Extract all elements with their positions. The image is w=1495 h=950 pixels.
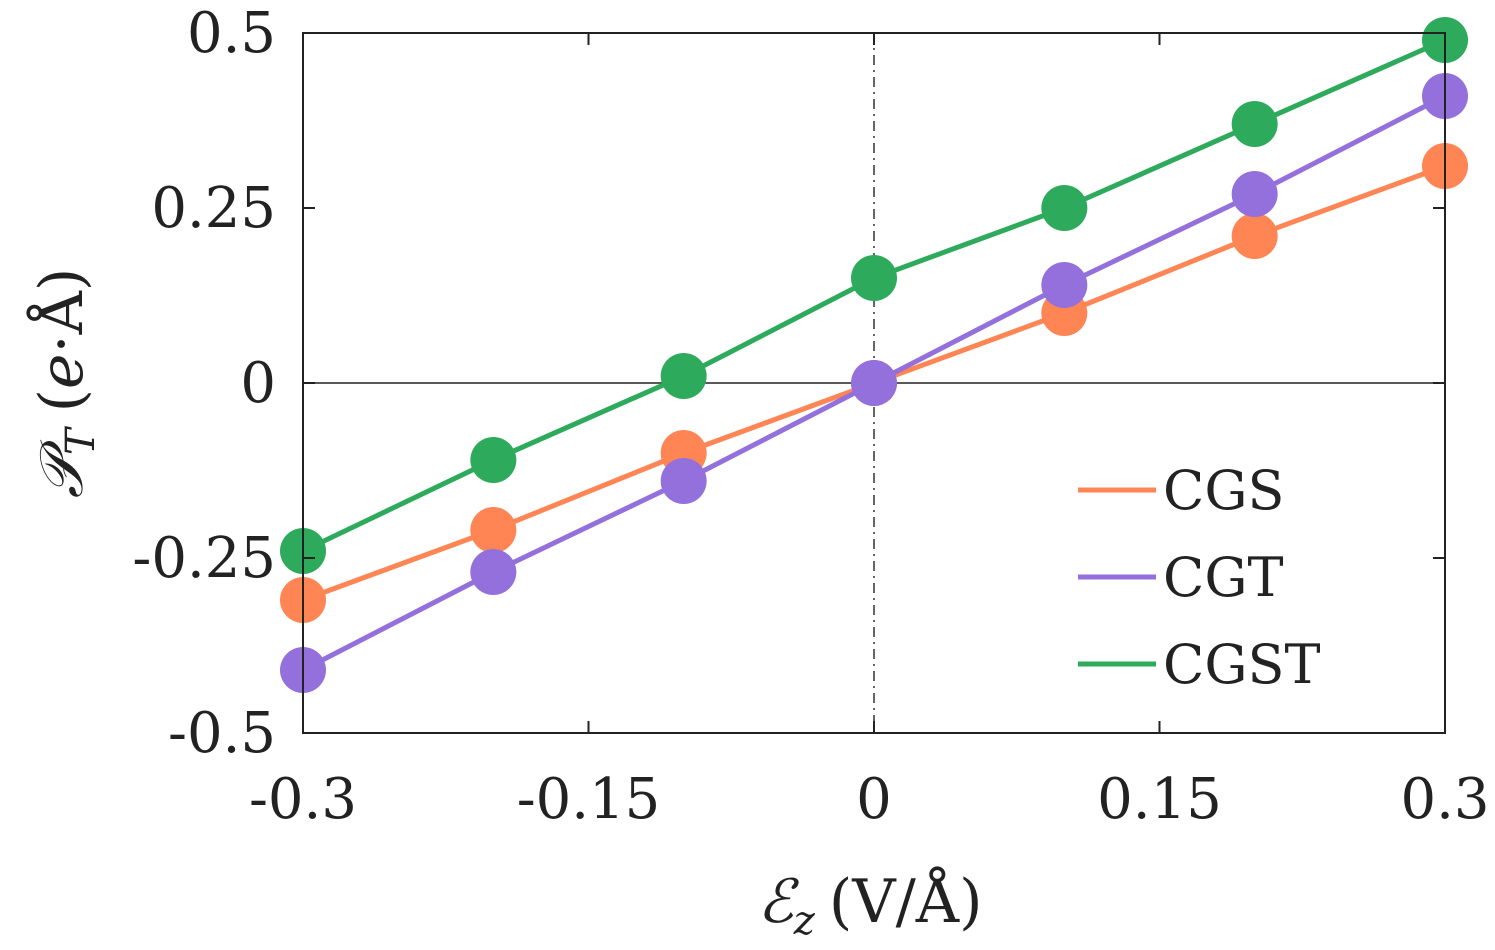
data-point-cgst [660, 353, 707, 399]
y-axis-unit-open: ( [27, 389, 97, 412]
legend: CGS CGT CGST [1078, 459, 1320, 696]
y-axis-subscript: T [58, 425, 104, 455]
x-tick-label: -0.3 [249, 767, 357, 832]
x-tick-label: 0.15 [1097, 767, 1222, 832]
x-axis-subscript: z [793, 898, 816, 944]
axes-frame [302, 32, 1446, 734]
data-point-cgs [1231, 213, 1278, 259]
x-axis-unit: (V/Å) [829, 866, 983, 937]
data-point-cgt [660, 458, 707, 504]
x-axis-symbol: ℰ [757, 867, 799, 937]
data-point-cgst [1231, 101, 1278, 147]
data-point-cgt [470, 549, 517, 595]
y-tick-label: 0.5 [187, 1, 276, 66]
legend-label-cgst: CGST [1163, 633, 1320, 696]
y-axis-unit-rest: ·Å) [26, 268, 97, 354]
x-tick-label: 0.3 [1400, 767, 1489, 832]
y-tick-label: 0.25 [151, 176, 276, 241]
legend-label-cgt: CGT [1163, 546, 1283, 609]
legend-label-cgs: CGS [1163, 459, 1284, 522]
data-point-cgt [1041, 262, 1088, 308]
data-point-cgst [1041, 185, 1088, 231]
y-tick-label: -0.5 [168, 701, 276, 766]
data-point-cgt [851, 360, 897, 406]
y-tick-label: 0 [240, 351, 276, 416]
data-point-cgt [1231, 171, 1278, 217]
x-axis-label: ℰz (V/Å) [757, 866, 982, 944]
data-point-cgs [470, 507, 517, 553]
data-point-cgst [851, 255, 897, 301]
y-axis-unit-math: e [27, 353, 97, 389]
tick-labels: -0.3 -0.15 0 0.15 0.3 0.5 0.25 0 -0.25 -0.5 [132, 1, 1489, 832]
data-point-cgst [470, 437, 517, 483]
x-tick-label: -0.15 [517, 767, 661, 832]
y-tick-label: -0.25 [132, 526, 276, 591]
y-axis-label: 𝒫T(e·Å) [26, 268, 104, 499]
x-tick-label: 0 [856, 767, 892, 832]
